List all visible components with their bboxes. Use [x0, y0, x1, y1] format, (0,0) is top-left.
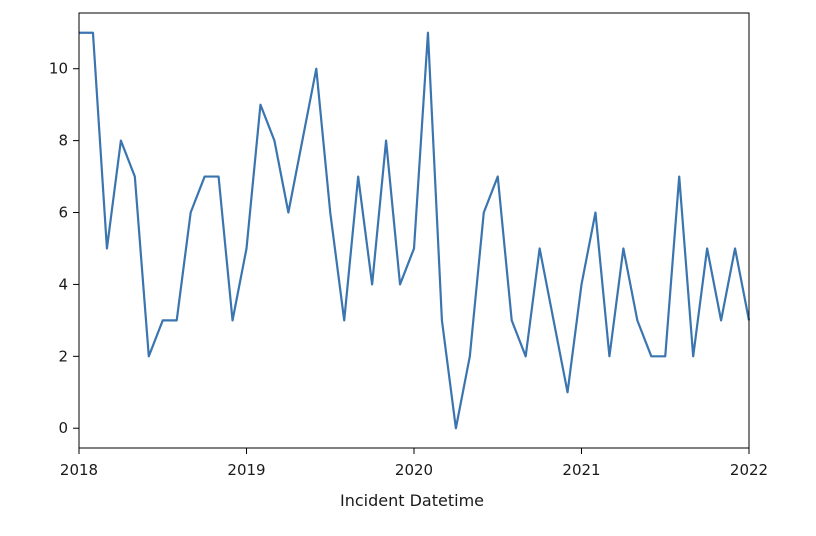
y-axis: 0 2 4 6 8 10: [49, 60, 79, 437]
y-tick-label-8: 8: [58, 132, 68, 150]
x-axis: 2018 2019 2020 2021 2022: [60, 448, 768, 479]
x-tick-label-2022: 2022: [730, 461, 768, 479]
y-tick-label-6: 6: [58, 204, 68, 222]
x-tick-label-2019: 2019: [227, 461, 265, 479]
y-tick-label-0: 0: [58, 419, 68, 437]
y-tick-label-4: 4: [58, 275, 68, 293]
series-line: [79, 31, 751, 430]
x-tick-label-2020: 2020: [395, 461, 433, 479]
x-tick-label-2018: 2018: [60, 461, 98, 479]
series-layer: [79, 31, 751, 430]
plot-frame: [78, 12, 750, 449]
x-axis-label: Incident Datetime: [340, 491, 484, 510]
y-tick-label-10: 10: [49, 60, 68, 78]
x-tick-label-2021: 2021: [562, 461, 600, 479]
y-tick-label-2: 2: [58, 347, 68, 365]
